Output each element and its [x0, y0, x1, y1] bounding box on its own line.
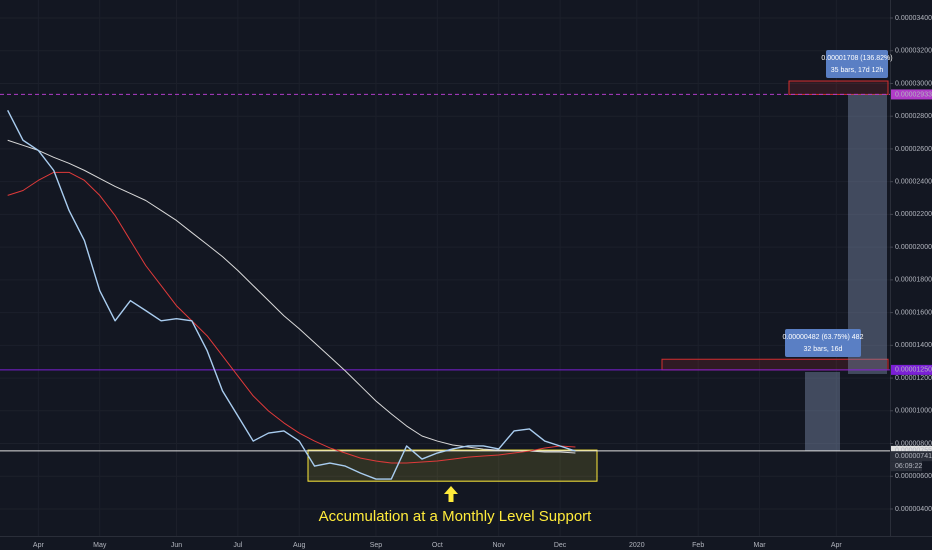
level-label: 0.00001250 — [895, 367, 932, 374]
x-tick-label: Aug — [293, 542, 306, 549]
x-tick-label: Apr — [33, 542, 45, 549]
measure-box — [826, 50, 888, 78]
x-tick-label: Apr — [831, 542, 843, 549]
x-tick-label: Feb — [692, 542, 704, 549]
y-tick-label: 0.00002600 — [895, 146, 932, 153]
x-tick-label: Nov — [492, 542, 505, 549]
y-tick-label: 0.00001600 — [895, 309, 932, 316]
y-tick-label: 0.00001800 — [895, 277, 932, 284]
x-tick-label: Jun — [171, 542, 182, 549]
price-label: 0.00000741 — [895, 453, 932, 460]
y-tick-label: 0.00003400 — [895, 15, 932, 22]
y-tick-label: 0.00002800 — [895, 113, 932, 120]
x-tick-label: 2020 — [629, 542, 645, 549]
y-tick-label: 0.00001400 — [895, 342, 932, 349]
y-tick-label: 0.00000600 — [895, 473, 932, 480]
series-line — [7, 139, 576, 454]
y-tick-label: 0.00002200 — [895, 211, 932, 218]
level-label-bg — [891, 445, 932, 456]
y-tick-label: 0.00001000 — [895, 408, 932, 415]
y-tick-label: 0.00000400 — [895, 506, 932, 513]
measure-text: 35 bars, 17d 12h — [831, 67, 884, 74]
countdown-bg — [891, 461, 922, 472]
level-label-bg — [891, 364, 932, 375]
x-tick-label: Sep — [370, 542, 383, 549]
level-label-bg — [891, 89, 932, 100]
price-label-bg — [891, 451, 932, 462]
arrow-up — [444, 486, 458, 502]
x-tick-label: Oct — [432, 542, 443, 549]
x-tick-label: Dec — [554, 542, 567, 549]
y-tick-label: 0.00000800 — [895, 440, 932, 447]
y-tick-label: 0.00002400 — [895, 179, 932, 186]
measure-box — [785, 329, 861, 357]
level-label: 0.00002933 — [895, 91, 932, 98]
y-tick-label: 0.00003200 — [895, 48, 932, 55]
measure-text: 0.00001708 (136.82%) — [821, 55, 892, 62]
measure-range — [805, 372, 840, 451]
x-tick-label: Jul — [233, 542, 242, 549]
measure-text: 32 bars, 16d — [804, 346, 843, 353]
annotation: Accumulation at a Monthly Level Support — [319, 508, 592, 525]
y-tick-label: 0.00002000 — [895, 244, 932, 251]
measure-range — [848, 94, 887, 374]
series-line — [7, 109, 576, 480]
support-box — [307, 449, 598, 482]
x-tick-label: Mar — [754, 542, 767, 549]
y-tick-label: 0.00003000 — [895, 80, 932, 87]
x-tick-label: May — [93, 542, 107, 549]
zone — [788, 80, 889, 95]
countdown: 06:09:22 — [895, 463, 922, 470]
y-tick-label: 0.00001200 — [895, 375, 932, 382]
measure-text: 0.00000482 (63.75%) 482 — [783, 334, 864, 341]
series-line — [7, 171, 576, 464]
